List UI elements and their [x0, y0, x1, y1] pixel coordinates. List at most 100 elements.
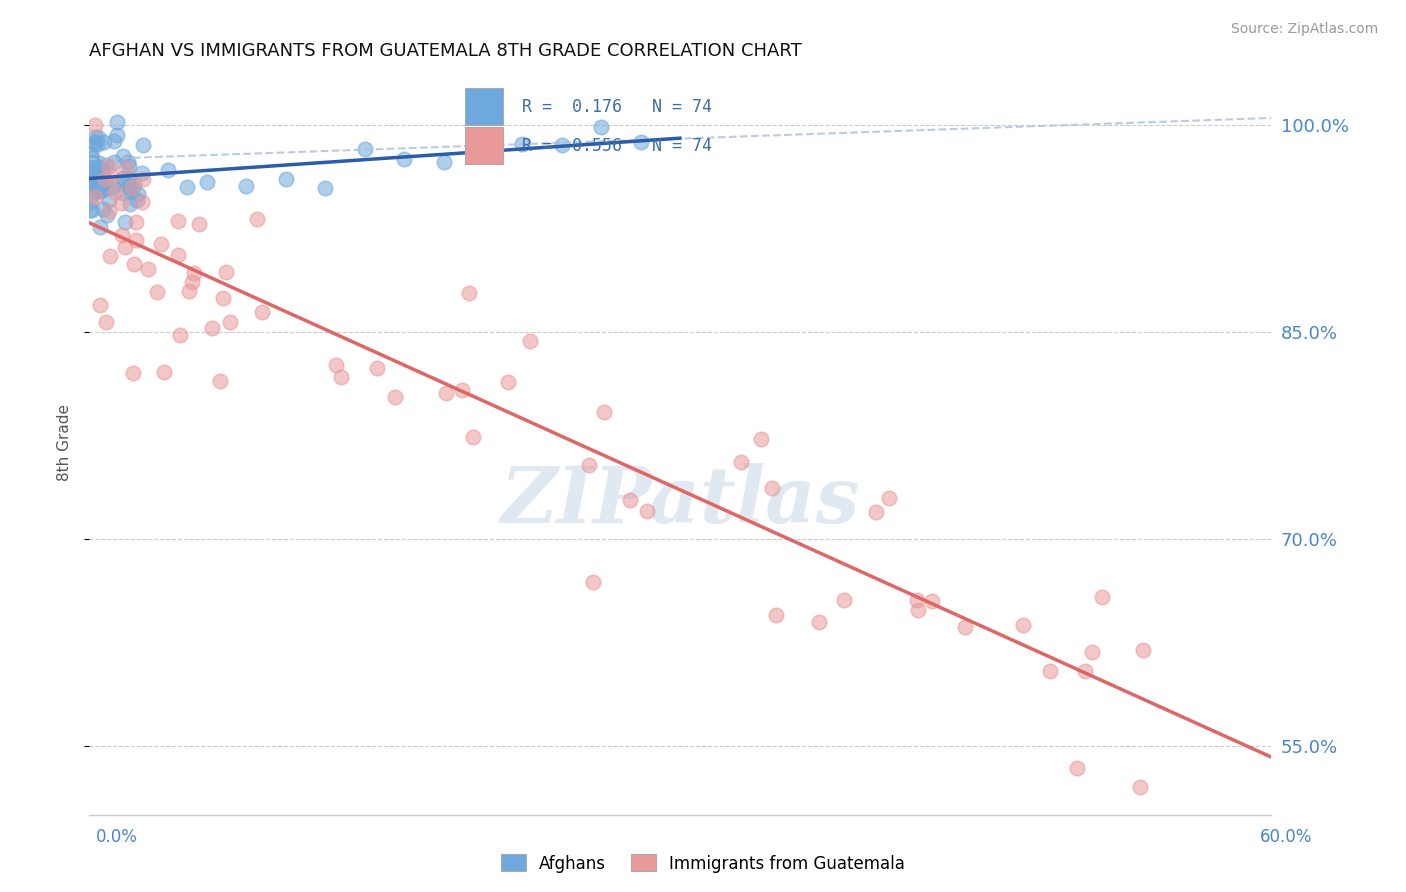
Point [551, 137, 574, 152]
Point [212, 291, 235, 305]
Point [122, 178, 145, 192]
Point [166, 248, 188, 262]
Point [808, 615, 831, 630]
Point [117, 171, 139, 186]
Point [463, 430, 485, 444]
Point [124, 257, 146, 271]
Point [82, 179, 104, 194]
Point [112, 149, 135, 163]
Point [1039, 665, 1062, 679]
Point [578, 458, 600, 472]
Point [582, 574, 605, 589]
Point [187, 217, 209, 231]
Point [1074, 664, 1097, 678]
Point [80, 189, 103, 203]
Point [905, 592, 928, 607]
Point [103, 134, 125, 148]
Point [80, 203, 103, 218]
Point [83, 190, 105, 204]
Point [209, 374, 232, 388]
Point [90, 174, 112, 188]
Point [132, 137, 155, 152]
Point [592, 405, 614, 419]
Point [314, 181, 336, 195]
Point [153, 365, 176, 379]
Point [121, 179, 143, 194]
Point [90, 184, 112, 198]
Point [329, 370, 352, 384]
Point [156, 163, 179, 178]
Point [114, 215, 136, 229]
Point [79, 176, 101, 190]
Point [215, 264, 238, 278]
Text: R =  0.176   N = 74: R = 0.176 N = 74 [522, 97, 711, 115]
Point [120, 179, 142, 194]
Point [112, 186, 135, 200]
Point [457, 286, 479, 301]
Point [87, 130, 110, 145]
Point [136, 262, 159, 277]
Point [353, 142, 375, 156]
Point [117, 154, 139, 169]
Point [1132, 643, 1154, 657]
Point [451, 383, 474, 397]
Point [110, 196, 132, 211]
Point [865, 506, 887, 520]
Point [519, 334, 541, 349]
Text: 0.0%: 0.0% [96, 828, 138, 846]
Point [200, 321, 222, 335]
Point [132, 172, 155, 186]
Point [118, 159, 141, 173]
Point [80, 154, 103, 169]
Point [89, 298, 111, 312]
Point [512, 136, 534, 151]
Point [921, 593, 943, 607]
Point [98, 249, 121, 263]
Point [122, 366, 145, 380]
Point [591, 120, 613, 135]
Text: R = -0.556   N = 74: R = -0.556 N = 74 [522, 137, 711, 155]
Point [1129, 780, 1152, 794]
Point [84, 178, 107, 192]
Point [176, 180, 198, 194]
Text: 60.0%: 60.0% [1260, 828, 1312, 846]
Point [97, 159, 120, 173]
Point [96, 181, 118, 195]
Point [97, 194, 120, 208]
Point [84, 130, 107, 145]
Point [83, 136, 105, 150]
Point [79, 202, 101, 217]
Point [115, 161, 138, 176]
Point [150, 237, 173, 252]
Point [93, 172, 115, 186]
Point [832, 592, 855, 607]
Point [181, 275, 204, 289]
Point [619, 492, 641, 507]
Point [1091, 590, 1114, 604]
Point [114, 240, 136, 254]
Point [94, 315, 117, 329]
Bar [465, 128, 503, 164]
Point [366, 361, 388, 376]
Point [93, 173, 115, 187]
Point [91, 162, 114, 177]
Point [749, 432, 772, 446]
Point [630, 135, 652, 149]
Point [1066, 760, 1088, 774]
Point [103, 154, 125, 169]
Point [432, 155, 454, 169]
Point [252, 305, 274, 319]
Point [105, 128, 128, 142]
Point [765, 607, 787, 622]
Point [118, 180, 141, 194]
Point [84, 168, 107, 182]
Y-axis label: 8th Grade: 8th Grade [58, 403, 72, 481]
Point [125, 193, 148, 207]
Point [953, 620, 976, 634]
Point [907, 603, 929, 617]
Point [90, 169, 112, 184]
Point [104, 186, 127, 200]
Point [79, 195, 101, 210]
Point [111, 227, 134, 242]
Point [80, 146, 103, 161]
